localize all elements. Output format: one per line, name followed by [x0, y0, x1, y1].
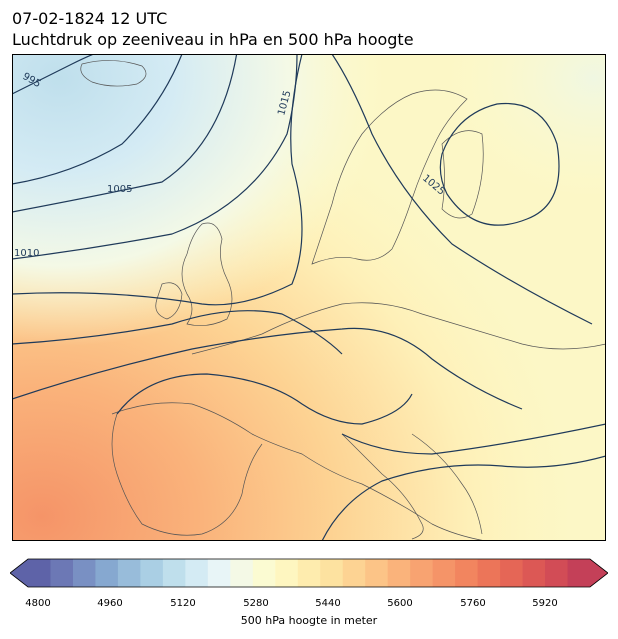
coast-ireland	[155, 282, 183, 320]
isobar-label-1010: 1010	[14, 248, 39, 259]
colorbar-swatch	[117, 559, 141, 587]
colorbar-swatch	[185, 559, 209, 587]
coast-scandinavia	[311, 89, 468, 265]
colorbar-swatch	[320, 559, 344, 587]
colorbar-tick-label-6: 5760	[460, 598, 486, 609]
colorbar-swatch	[95, 559, 119, 587]
colorbar-swatch	[455, 559, 479, 587]
isobar-1020b	[116, 373, 413, 425]
colorbar	[10, 558, 608, 588]
colorbar-swatch	[567, 559, 591, 587]
colorbar-swatch	[522, 559, 546, 587]
colorbar-tick-label-5: 5600	[387, 598, 413, 609]
colorbar-swatch	[365, 559, 389, 587]
colorbar-swatch	[252, 559, 276, 587]
colorbar-swatch	[297, 559, 321, 587]
colorbar-swatch	[28, 559, 51, 587]
coast-finland	[441, 130, 484, 219]
isobar-1015d	[321, 455, 606, 541]
colorbar-swatch	[500, 559, 524, 587]
isobar-1015b	[12, 310, 343, 355]
colorbar-tick-label-7: 5920	[532, 598, 558, 609]
colorbar-tick-label-4: 5440	[315, 598, 341, 609]
colorbar-swatch	[545, 559, 569, 587]
colorbar-swatch	[140, 559, 164, 587]
colorbar-label: 500 hPa hoogte in meter	[240, 614, 378, 627]
coast-mainland	[111, 302, 606, 541]
colorbar-outline	[10, 558, 608, 588]
isobar-1000	[12, 54, 183, 185]
colorbar-swatch	[162, 559, 186, 587]
colorbar-tick-label-2: 5120	[170, 598, 196, 609]
coast-britain	[181, 222, 233, 326]
isobar-1020	[12, 327, 523, 410]
isobar-1020c	[331, 54, 593, 325]
isobar-1005	[12, 54, 238, 213]
colorbar-swatch	[477, 559, 501, 587]
colorbar-swatch	[50, 559, 74, 587]
colorbar-swatch	[387, 559, 411, 587]
colorbar-swatch	[342, 559, 366, 587]
coast-iberia	[111, 413, 263, 536]
colorbar-swatch	[410, 559, 434, 587]
isobar-1015	[12, 54, 303, 306]
colorbar-extend-max	[590, 559, 608, 587]
colorbar-swatch	[432, 559, 456, 587]
coastlines	[80, 60, 606, 541]
colorbar-swatch	[275, 559, 299, 587]
colorbar-swatch	[207, 559, 231, 587]
isobar-1015c	[341, 423, 606, 455]
isobars	[12, 54, 606, 541]
heights-field-northeast	[12, 54, 606, 541]
coast-iceland	[80, 60, 147, 87]
title-date: 07-02-1824 12 UTC	[12, 9, 168, 28]
isobar-label-1005: 1005	[107, 184, 132, 195]
colorbar-tick-label-3: 5280	[243, 598, 269, 609]
colorbar-tick-label-1: 4960	[97, 598, 123, 609]
title-subtitle: Luchtdruk op zeeniveau in hPa en 500 hPa…	[12, 30, 414, 49]
colorbar-swatch	[72, 559, 96, 587]
colorbar-tick-label-0: 4800	[25, 598, 51, 609]
isobar-995	[12, 54, 96, 95]
isobar-1025	[439, 102, 560, 226]
colorbar-swatch	[230, 559, 254, 587]
weather-map: 995 1005 1010 1015 1025	[12, 54, 606, 541]
coast-balkans	[411, 433, 483, 535]
map-frame	[12, 54, 606, 541]
colorbar-extend-min	[10, 559, 28, 587]
coast-italy	[341, 433, 424, 540]
